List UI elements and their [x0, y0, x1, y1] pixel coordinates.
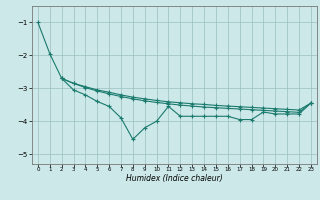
X-axis label: Humidex (Indice chaleur): Humidex (Indice chaleur): [126, 174, 223, 183]
